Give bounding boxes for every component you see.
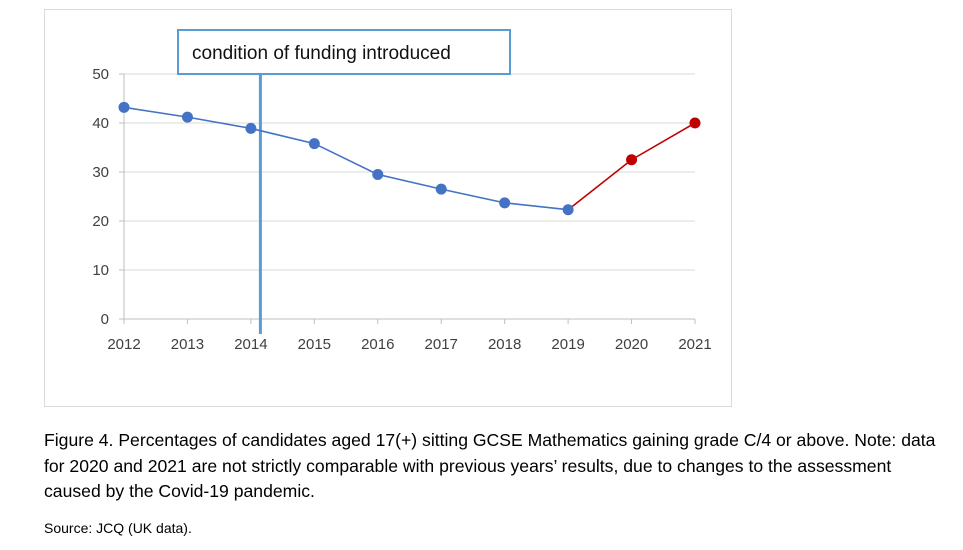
data-point-2019: [562, 204, 574, 216]
x-tick-label: 2014: [234, 336, 267, 353]
data-points: [118, 101, 701, 216]
data-point-2020: [626, 154, 638, 166]
figure-caption: Figure 4. Percentages of candidates aged…: [44, 430, 936, 501]
chart-frame: 0 10 20 30 40 50 2012 2013 2014 2015 2016 2017 2018 2…: [44, 9, 732, 407]
axes: [119, 73, 696, 324]
x-tick-label: 2012: [107, 336, 140, 353]
line-chart: 0 10 20 30 40 50 2012 2013 2014 2015 2016 2017 2018 2…: [92, 29, 712, 353]
x-tick-label: 2015: [298, 336, 331, 353]
y-tick-label: 20: [92, 213, 109, 230]
y-tick-label: 50: [92, 66, 109, 83]
data-point-2015: [308, 138, 320, 150]
y-tick-label: 10: [92, 262, 109, 279]
data-point-2018: [499, 197, 511, 209]
data-point-2013: [181, 111, 193, 123]
x-tick-label: 2019: [551, 336, 584, 353]
data-point-2012: [118, 101, 130, 113]
y-tick-label: 40: [92, 115, 109, 132]
source-note: Source: JCQ (UK data).: [44, 520, 192, 536]
x-tick-label: 2016: [361, 336, 394, 353]
x-tick-label: 2021: [678, 336, 711, 353]
y-tick-label: 30: [92, 164, 109, 181]
x-tick-label: 2017: [425, 336, 458, 353]
data-point-2016: [372, 168, 384, 180]
data-point-2014: [245, 122, 257, 134]
y-tick-label: 0: [101, 311, 109, 328]
x-tick-label: 2020: [615, 336, 648, 353]
series-line-0: [123, 106, 569, 211]
gridlines: [124, 73, 695, 271]
annotation-text: condition of funding introduced: [192, 43, 451, 64]
x-tick-label: 2018: [488, 336, 521, 353]
annotation-box: condition of funding introduced: [177, 29, 511, 75]
annotation-box-border: [177, 29, 511, 75]
data-point-2021: [689, 117, 701, 129]
tick-labels: 0 10 20 30 40 50 2012 2013 2014 2015 2016 2017 2018 2…: [92, 66, 711, 353]
series-line-1: [567, 122, 696, 211]
x-tick-label: 2013: [171, 336, 204, 353]
data-point-2017: [435, 183, 447, 195]
